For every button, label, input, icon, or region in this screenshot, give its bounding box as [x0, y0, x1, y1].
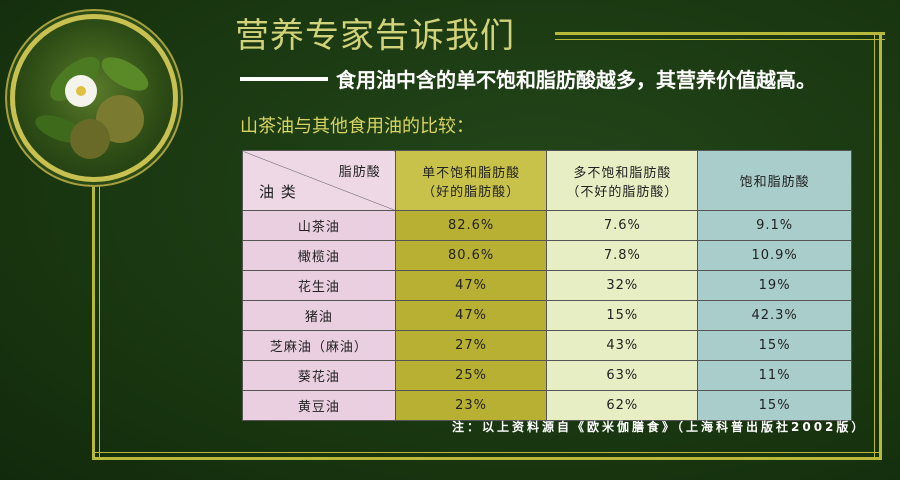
corner-header: 脂肪酸 油 类 [242, 150, 396, 211]
table-caption: 山茶油与其他食用油的比较： [240, 116, 474, 137]
table-row: 山茶油 82.6% 7.6% 9.1% [242, 210, 852, 241]
saturated-value: 19% [697, 270, 852, 301]
source-note: 注：以上资料源自《欧米伽膳食》（上海科普出版社2002版） [452, 420, 867, 434]
table-row: 黄豆油 23% 62% 15% [242, 390, 852, 421]
poly-value: 32% [546, 270, 699, 301]
poly-value: 7.6% [546, 210, 699, 241]
poly-value: 63% [546, 360, 699, 391]
oil-name: 葵花油 [242, 360, 396, 391]
mono-value: 27% [394, 330, 548, 361]
oil-name: 山茶油 [242, 210, 396, 241]
mono-value: 23% [394, 390, 548, 421]
saturated-value: 9.1% [697, 210, 852, 241]
table-row: 花生油 47% 32% 19% [242, 270, 852, 301]
saturated-value: 10.9% [697, 240, 852, 271]
mono-value: 80.6% [394, 240, 548, 271]
table-row: 芝麻油（麻油） 27% 43% 15% [242, 330, 852, 361]
subtitle-text: 食用油中含的单不饱和脂肪酸越多，其营养价值越高。 [336, 68, 816, 92]
corner-bottom-label: 油 类 [259, 183, 297, 201]
subtitle: 食用油中含的单不饱和脂肪酸越多，其营养价值越高。 [240, 64, 816, 93]
oil-name: 花生油 [242, 270, 396, 301]
page-title: 营养专家告诉我们 [235, 16, 515, 56]
poly-value: 43% [546, 330, 699, 361]
table-row: 葵花油 25% 63% 11% [242, 360, 852, 391]
oil-name: 猪油 [242, 300, 396, 331]
mono-value: 25% [394, 360, 548, 391]
header-mono: 单不饱和脂肪酸 （好的脂肪酸） [394, 150, 548, 211]
oil-comparison-table: 脂肪酸 油 类 单不饱和脂肪酸 （好的脂肪酸） 多不饱和脂肪酸 （不好的脂肪酸） 饱… [242, 150, 852, 421]
oil-name: 橄榄油 [242, 240, 396, 271]
header-poly: 多不饱和脂肪酸 （不好的脂肪酸） [546, 150, 699, 211]
table-row: 橄榄油 80.6% 7.8% 10.9% [242, 240, 852, 271]
oil-name: 黄豆油 [242, 390, 396, 421]
oil-name: 芝麻油（麻油） [242, 330, 396, 361]
table-header-row: 脂肪酸 油 类 单不饱和脂肪酸 （好的脂肪酸） 多不饱和脂肪酸 （不好的脂肪酸） 饱… [242, 150, 852, 211]
saturated-value: 15% [697, 390, 852, 421]
frame-bottom [92, 452, 882, 460]
mono-value: 47% [394, 270, 548, 301]
corner-top-label: 脂肪酸 [338, 165, 381, 180]
mono-value: 82.6% [394, 210, 548, 241]
camellia-emblem [10, 14, 178, 182]
frame-right [874, 32, 882, 460]
poly-value: 7.8% [546, 240, 699, 271]
saturated-value: 42.3% [697, 300, 852, 331]
header-saturated: 饱和脂肪酸 [697, 150, 852, 211]
table-row: 猪油 47% 15% 42.3% [242, 300, 852, 331]
frame-top [555, 32, 885, 40]
dash-line [240, 76, 328, 81]
saturated-value: 15% [697, 330, 852, 361]
frame-left [92, 185, 100, 460]
saturated-value: 11% [697, 360, 852, 391]
mono-value: 47% [394, 300, 548, 331]
poly-value: 62% [546, 390, 699, 421]
poly-value: 15% [546, 300, 699, 331]
